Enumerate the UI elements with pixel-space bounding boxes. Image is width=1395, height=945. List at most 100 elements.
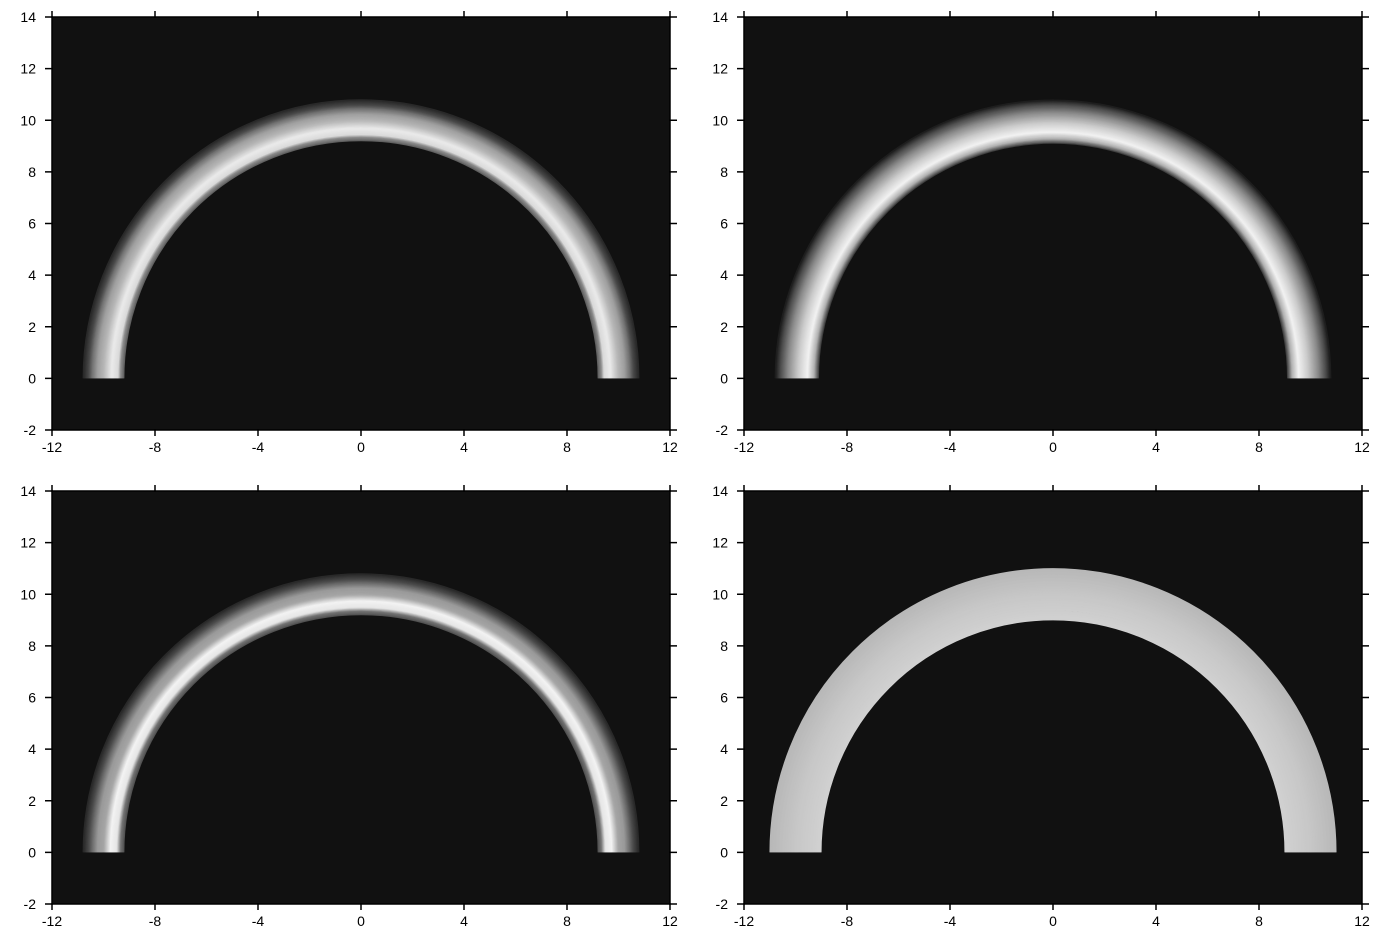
arch-band <box>785 110 1321 379</box>
x-tick-label: -12 <box>42 913 62 929</box>
arch-band <box>778 103 1328 379</box>
arch-band <box>789 114 1317 379</box>
x-tick-label: -12 <box>734 439 754 455</box>
arch-band <box>92 109 630 379</box>
y-tick-label: -2 <box>24 422 37 438</box>
arch-band <box>98 589 624 853</box>
y-tick-label: -2 <box>716 896 729 912</box>
arch-band <box>100 117 622 379</box>
x-tick-label: -4 <box>252 439 265 455</box>
arch-band <box>817 617 1289 853</box>
y-tick-label: 4 <box>28 741 36 757</box>
arch-band <box>102 119 620 379</box>
arch-band <box>800 599 1306 853</box>
arch-band <box>113 604 609 853</box>
arch-band <box>86 577 636 853</box>
y-tick-label: 10 <box>20 586 36 602</box>
x-tick-label: 4 <box>1152 913 1160 929</box>
y-tick-label: 10 <box>20 112 36 128</box>
arch-band <box>774 573 1332 853</box>
arch-band <box>791 591 1315 853</box>
arch-band <box>88 106 634 379</box>
arch-band <box>110 126 612 379</box>
x-tick-label: -8 <box>149 439 162 455</box>
x-tick-label: 0 <box>1049 439 1057 455</box>
arch-band <box>118 609 604 853</box>
arch-band <box>808 606 1298 853</box>
x-tick-label: -4 <box>944 913 957 929</box>
arch-bottom-left <box>82 573 640 853</box>
y-tick-label: 4 <box>720 741 728 757</box>
arch-band <box>99 116 623 379</box>
x-tick-label: -12 <box>734 913 754 929</box>
arch-band <box>83 574 639 853</box>
arch-band <box>102 593 620 853</box>
arch-band <box>121 138 601 379</box>
arch-band <box>86 103 636 379</box>
arch-band <box>777 102 1329 379</box>
arch-band <box>112 129 610 379</box>
arch-band <box>85 576 637 853</box>
arch-band <box>109 600 613 853</box>
arch-band <box>104 120 618 379</box>
arch-band <box>104 121 618 379</box>
arch-band <box>799 124 1307 379</box>
arch-band <box>122 139 600 379</box>
arch-band <box>114 605 608 853</box>
arch-band <box>801 125 1305 379</box>
arch-band <box>110 601 612 853</box>
y-tick-label: 12 <box>20 535 36 551</box>
arch-band <box>116 607 606 853</box>
arch-band <box>814 613 1292 853</box>
arch-band <box>776 101 1330 379</box>
arch-band <box>119 610 603 853</box>
arch-band <box>118 135 604 379</box>
arch-band <box>770 569 1336 853</box>
arch-band <box>781 106 1325 379</box>
arch-band <box>813 138 1293 379</box>
arch-band <box>104 594 618 853</box>
arch-top-left <box>82 99 640 379</box>
x-tick-label: 12 <box>662 439 678 455</box>
x-tick-label: 0 <box>1049 913 1057 929</box>
y-tick-label: 6 <box>28 216 36 232</box>
arch-band <box>103 594 619 853</box>
arch-band <box>785 584 1321 853</box>
arch-band <box>116 606 606 853</box>
x-tick-label: -8 <box>841 913 854 929</box>
x-tick-label: 12 <box>1354 439 1370 455</box>
x-tick-label: -8 <box>841 439 854 455</box>
arch-band <box>778 576 1328 853</box>
y-tick-label: -2 <box>24 896 37 912</box>
arch-band <box>83 100 639 379</box>
arch-band <box>87 104 635 379</box>
y-tick-label: 14 <box>712 483 728 499</box>
y-tick-label: 2 <box>28 793 36 809</box>
arch-band <box>115 605 607 853</box>
arch-band <box>816 615 1290 853</box>
arch-band <box>809 134 1297 379</box>
arch-band <box>781 580 1325 853</box>
arch-band <box>814 139 1292 379</box>
arch-band <box>95 112 627 379</box>
x-tick-label: 4 <box>460 913 468 929</box>
arch-band <box>793 591 1313 853</box>
panel-bottom-right: -12 -8 -4 0 4 8 12 -2 0 2 4 6 8 10 12 14 <box>712 483 1370 929</box>
y-tick-label: 8 <box>720 164 728 180</box>
arch-band <box>817 142 1289 379</box>
x-tick-label: 4 <box>1152 439 1160 455</box>
arch-band <box>788 588 1318 853</box>
y-tick-label: 0 <box>720 370 728 386</box>
arch-band <box>804 603 1302 853</box>
arch-band <box>105 596 617 853</box>
arch-band <box>790 589 1316 853</box>
x-tick-label: 4 <box>460 439 468 455</box>
arch-band <box>97 113 625 379</box>
arch-band <box>786 111 1320 379</box>
arch-band <box>775 574 1331 853</box>
arch-band <box>97 587 625 853</box>
arch-band <box>800 124 1306 379</box>
arch-band <box>803 602 1303 853</box>
y-tick-label: 0 <box>28 370 36 386</box>
